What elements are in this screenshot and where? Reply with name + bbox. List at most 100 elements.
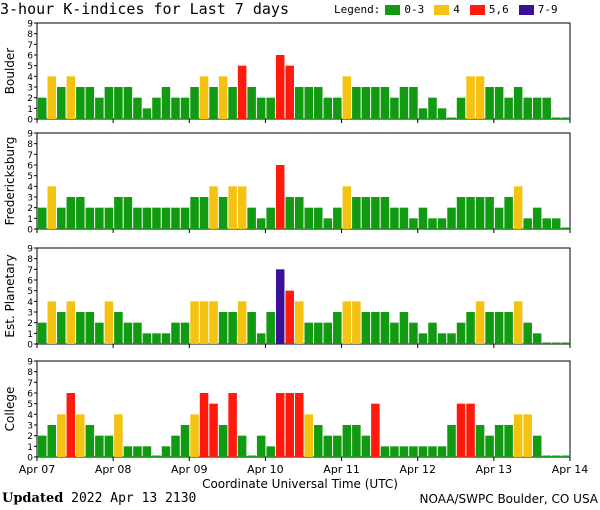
k-bar-college <box>190 414 199 457</box>
k-bar-boulder <box>342 76 352 119</box>
y-tick-label-est-planetary: 6 <box>27 277 33 287</box>
y-tick-label-boulder: 4 <box>27 73 33 83</box>
k-bar-boulder <box>76 87 85 119</box>
k-bar-fredericksburg <box>199 197 209 229</box>
k-bar-college <box>85 425 95 457</box>
y-tick-label-fredericksburg: 1 <box>27 215 33 225</box>
k-bar-college <box>304 414 314 457</box>
k-bar-boulder <box>409 87 418 119</box>
k-bar-college <box>523 414 532 457</box>
k-bar-boulder <box>218 76 228 119</box>
k-bar-college <box>418 446 428 457</box>
k-bar-college <box>47 425 57 457</box>
x-tick-label: Apr 14 <box>552 463 589 476</box>
y-tick-label-college: 9 <box>27 358 33 368</box>
legend-label: Legend: <box>334 3 381 16</box>
k-bar-college <box>333 435 342 457</box>
y-tick-label-fredericksburg: 3 <box>27 194 33 204</box>
k-bar-est-planetary <box>390 322 399 344</box>
k-bar-est-planetary <box>38 322 47 344</box>
y-tick-label-fredericksburg: 0 <box>27 226 33 236</box>
k-bar-boulder <box>456 97 466 119</box>
k-bar-boulder <box>152 97 161 119</box>
k-bar-college <box>266 446 275 457</box>
k-bar-college <box>361 435 371 457</box>
k-bar-fredericksburg <box>380 197 390 229</box>
k-bar-est-planetary <box>304 322 314 344</box>
k-bar-college <box>494 425 504 457</box>
k-bar-est-planetary <box>133 322 142 344</box>
k-bar-est-planetary <box>190 301 199 344</box>
k-bar-college <box>38 435 47 457</box>
x-axis-label: Coordinate Universal Time (UTC) <box>202 477 398 491</box>
k-bar-college <box>76 414 85 457</box>
y-tick-label-boulder: 8 <box>27 30 33 40</box>
k-bar-est-planetary <box>57 312 66 344</box>
y-tick-label-boulder: 0 <box>27 116 33 126</box>
k-bar-est-planetary <box>399 312 409 344</box>
k-bar-fredericksburg <box>447 207 456 229</box>
k-bar-college <box>142 446 152 457</box>
k-bar-fredericksburg <box>209 186 218 229</box>
k-bar-boulder <box>523 97 532 119</box>
k-bar-boulder <box>333 97 342 119</box>
k-bar-college <box>513 414 523 457</box>
legend-swatch-0-3 <box>385 4 401 15</box>
k-bar-college <box>352 425 361 457</box>
k-bar-fredericksburg <box>428 218 437 229</box>
k-bar-boulder <box>47 76 57 119</box>
updated-timestamp: Updated 2022 Apr 13 2130 <box>2 491 196 506</box>
k-bar-boulder <box>399 87 409 119</box>
k-bar-boulder <box>361 87 371 119</box>
y-tick-label-fredericksburg: 6 <box>27 162 33 172</box>
k-bar-boulder <box>256 97 266 119</box>
k-bar-fredericksburg <box>95 207 104 229</box>
k-bar-fredericksburg <box>399 207 409 229</box>
k-bar-fredericksburg <box>85 207 95 229</box>
legend-item-4: 4 <box>453 3 460 16</box>
k-bar-est-planetary <box>371 312 380 344</box>
k-bar-college <box>171 435 180 457</box>
k-bar-boulder <box>209 87 218 119</box>
k-bar-est-planetary <box>47 301 57 344</box>
station-label-boulder: Boulder <box>3 48 17 95</box>
k-bar-fredericksburg <box>285 197 294 229</box>
k-bar-est-planetary <box>333 312 342 344</box>
k-bar-fredericksburg <box>152 207 161 229</box>
k-bar-boulder <box>418 108 428 119</box>
y-tick-label-fredericksburg: 7 <box>27 151 33 161</box>
station-label-fredericksburg: Fredericksburg <box>3 137 17 226</box>
k-bar-boulder <box>275 55 285 119</box>
k-bar-boulder <box>352 87 361 119</box>
k-bar-boulder <box>380 87 390 119</box>
k-bar-fredericksburg <box>247 207 256 229</box>
k-bar-boulder <box>142 108 152 119</box>
k-bar-boulder <box>95 97 104 119</box>
k-bar-boulder <box>437 108 447 119</box>
legend-swatch-7-9 <box>518 4 534 15</box>
k-bar-est-planetary <box>114 312 123 344</box>
k-bar-college <box>66 393 76 457</box>
k-bar-boulder <box>294 87 304 119</box>
k-bar-boulder <box>85 87 95 119</box>
k-bar-boulder <box>323 97 333 119</box>
y-tick-label-boulder: 9 <box>27 20 33 30</box>
y-tick-label-college: 1 <box>27 443 33 453</box>
k-bar-fredericksburg <box>409 218 418 229</box>
k-bar-boulder <box>190 87 199 119</box>
k-bar-est-planetary <box>542 342 551 344</box>
k-bar-est-planetary <box>266 312 275 344</box>
k-bar-fredericksburg <box>104 207 114 229</box>
k-bar-boulder <box>485 87 494 119</box>
k-bar-est-planetary <box>161 333 171 344</box>
k-bar-fredericksburg <box>390 207 399 229</box>
k-bar-college <box>371 403 380 457</box>
k-bar-est-planetary <box>66 301 76 344</box>
k-bar-fredericksburg <box>437 218 447 229</box>
k-bar-college <box>180 425 190 457</box>
k-bar-fredericksburg <box>57 207 66 229</box>
y-tick-label-fredericksburg: 8 <box>27 140 33 150</box>
k-bar-college <box>285 393 294 457</box>
x-tick-label: Apr 10 <box>247 463 284 476</box>
k-bar-college <box>323 435 333 457</box>
